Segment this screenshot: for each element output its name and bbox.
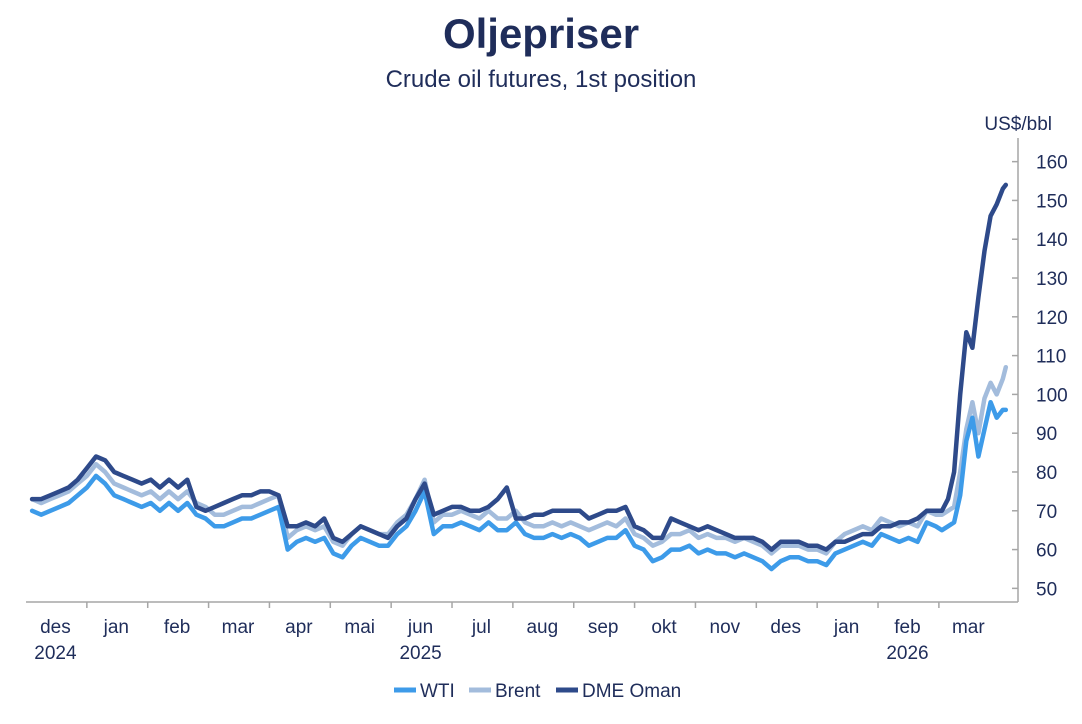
x-year-label: 2026 bbox=[886, 643, 928, 664]
series-layer bbox=[29, 182, 1009, 572]
x-tick-label: mar bbox=[952, 617, 985, 638]
y-tick-label: 60 bbox=[1036, 541, 1057, 562]
chart-title: Oljepriser bbox=[442, 10, 640, 57]
x-tick-label: okt bbox=[651, 617, 677, 638]
x-year-label: 2024 bbox=[34, 643, 77, 664]
y-tick-label: 50 bbox=[1036, 579, 1057, 600]
y-axis: 50 60 70 80 90 100 110 120 130 140 150 160 bbox=[1012, 138, 1068, 602]
y-axis-unit-label: US$/bbl bbox=[984, 114, 1052, 135]
legend-label-wti: WTI bbox=[420, 681, 455, 702]
chart-subtitle: Crude oil futures, 1st position bbox=[385, 66, 697, 93]
x-tick-label: jan bbox=[833, 617, 859, 638]
legend-label-brent: Brent bbox=[495, 681, 541, 702]
x-tick-label: des bbox=[40, 617, 71, 638]
y-tick-label: 150 bbox=[1036, 191, 1068, 212]
x-tick-label: jul bbox=[471, 617, 491, 638]
x-tick-label: aug bbox=[526, 617, 558, 638]
legend-label-dme-oman: DME Oman bbox=[582, 681, 681, 702]
y-tick-label: 160 bbox=[1036, 153, 1068, 174]
x-axis: des 2024 jan feb mar apr mai jun 2025 jul aug sep ok… bbox=[26, 601, 1018, 664]
x-tick-label: mai bbox=[344, 617, 375, 638]
y-tick-label: 90 bbox=[1036, 424, 1057, 445]
x-tick-label: feb bbox=[894, 617, 920, 638]
x-tick-label: feb bbox=[164, 617, 190, 638]
series-line-brent bbox=[29, 364, 1009, 556]
y-tick-label: 140 bbox=[1036, 230, 1068, 251]
x-tick-label: des bbox=[770, 617, 801, 638]
x-tick-label: jun bbox=[407, 617, 433, 638]
x-tick-label: mar bbox=[222, 617, 255, 638]
series-line-wti bbox=[29, 399, 1009, 572]
x-year-label: 2025 bbox=[399, 643, 441, 664]
y-tick-label: 130 bbox=[1036, 269, 1068, 290]
y-tick-label: 80 bbox=[1036, 463, 1057, 484]
x-tick-label: jan bbox=[103, 617, 129, 638]
y-tick-label: 110 bbox=[1036, 347, 1066, 368]
y-tick-label: 120 bbox=[1036, 308, 1068, 329]
x-tick-label: nov bbox=[710, 617, 741, 638]
y-tick-label: 70 bbox=[1036, 502, 1057, 523]
x-tick-label: sep bbox=[588, 617, 619, 638]
series-line-dme-oman bbox=[29, 182, 1009, 552]
x-tick-label: apr bbox=[285, 617, 313, 638]
y-tick-label: 100 bbox=[1036, 385, 1068, 406]
legend: WTI Brent DME Oman bbox=[394, 681, 681, 702]
